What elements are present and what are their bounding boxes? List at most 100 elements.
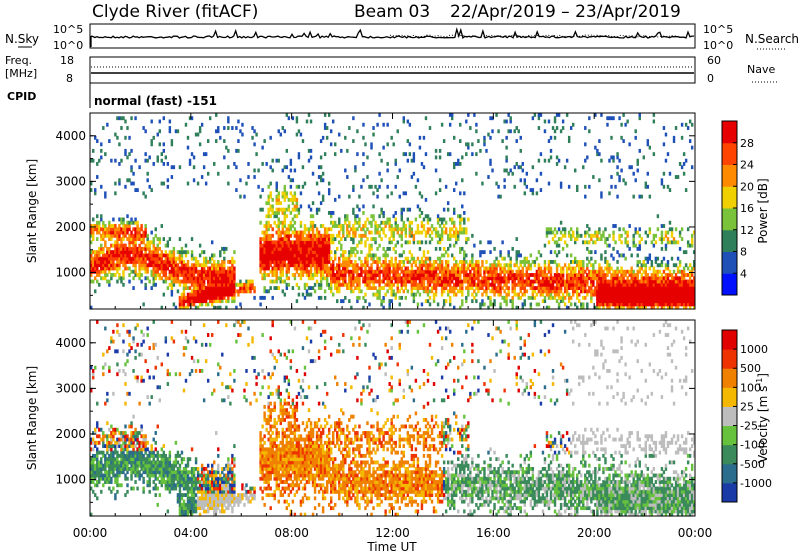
power-cell bbox=[364, 276, 367, 281]
power-cell bbox=[299, 204, 303, 209]
power-cell bbox=[418, 282, 422, 287]
power-cell bbox=[396, 224, 399, 228]
power-cell bbox=[327, 273, 331, 277]
power-cell bbox=[136, 253, 139, 258]
power-cell bbox=[620, 276, 623, 281]
power-cell bbox=[152, 273, 155, 277]
power-cell bbox=[459, 217, 462, 222]
power-cell bbox=[616, 165, 619, 170]
power-cell bbox=[408, 250, 412, 255]
power-cell bbox=[360, 263, 363, 268]
power-cell bbox=[678, 292, 682, 297]
power-cell bbox=[436, 230, 440, 235]
power-cell bbox=[553, 292, 557, 297]
power-cell bbox=[213, 292, 216, 297]
power-cell bbox=[148, 279, 151, 284]
power-cell bbox=[610, 155, 613, 160]
power-cell bbox=[297, 243, 301, 248]
power-cell bbox=[634, 129, 637, 134]
power-colorbar-label: 12 bbox=[740, 224, 754, 237]
power-cell bbox=[98, 269, 101, 274]
power-cell bbox=[644, 240, 647, 245]
power-cell bbox=[549, 279, 553, 284]
power-cell bbox=[402, 282, 405, 287]
power-cell bbox=[489, 295, 492, 300]
power-cell bbox=[604, 256, 607, 261]
power-cell bbox=[116, 263, 119, 268]
power-cell bbox=[471, 152, 474, 157]
power-cell bbox=[386, 162, 389, 166]
power-cell bbox=[96, 250, 99, 255]
power-cell bbox=[275, 253, 278, 258]
power-cell bbox=[227, 181, 230, 186]
power-cell bbox=[275, 250, 278, 255]
power-cell bbox=[332, 119, 335, 124]
power-cell bbox=[507, 279, 510, 284]
power-cell bbox=[678, 269, 682, 274]
power-cell bbox=[598, 276, 601, 281]
power-cell bbox=[400, 211, 403, 215]
power-cell bbox=[555, 289, 559, 294]
power-cell bbox=[459, 286, 462, 290]
power-cell bbox=[370, 253, 373, 258]
power-cell bbox=[338, 260, 341, 264]
power-cell bbox=[178, 305, 182, 310]
power-cell bbox=[576, 227, 579, 232]
power-cell bbox=[666, 263, 670, 268]
power-cell bbox=[543, 279, 547, 284]
power-cell bbox=[547, 260, 551, 264]
power-cell bbox=[303, 269, 307, 274]
power-cell bbox=[235, 305, 238, 310]
power-cell bbox=[654, 260, 658, 264]
power-cell bbox=[590, 295, 593, 300]
power-cell bbox=[662, 126, 666, 130]
power-cell bbox=[279, 273, 282, 277]
power-cell bbox=[251, 286, 254, 290]
power-cell bbox=[660, 181, 664, 186]
power-cell bbox=[656, 214, 660, 219]
power-cell bbox=[485, 260, 488, 264]
power-cell bbox=[400, 279, 403, 284]
power-cell bbox=[670, 230, 674, 235]
power-cell bbox=[350, 276, 353, 281]
power-cell bbox=[475, 152, 478, 157]
power-cell bbox=[638, 243, 641, 248]
power-cell bbox=[94, 266, 97, 271]
power-cell bbox=[461, 217, 464, 222]
power-cell bbox=[346, 230, 349, 235]
power-cell bbox=[249, 279, 252, 284]
power-cell bbox=[198, 276, 202, 281]
power-cell bbox=[654, 292, 658, 297]
power-cell bbox=[120, 220, 123, 225]
power-cell bbox=[424, 299, 428, 304]
power-cell bbox=[475, 129, 478, 134]
power-cell bbox=[217, 266, 220, 271]
velocity-cell bbox=[92, 453, 95, 458]
power-cell bbox=[584, 286, 587, 290]
power-cell bbox=[178, 256, 182, 261]
power-cell bbox=[118, 181, 121, 186]
power-cell bbox=[130, 233, 133, 238]
power-cell bbox=[521, 266, 524, 271]
power-cell bbox=[574, 273, 577, 277]
power-cell bbox=[136, 246, 139, 251]
power-cell bbox=[646, 233, 650, 238]
power-cell bbox=[283, 188, 287, 192]
power-cell bbox=[690, 243, 694, 248]
power-cell bbox=[263, 295, 266, 300]
power-cell bbox=[674, 279, 678, 284]
power-cell bbox=[628, 286, 631, 290]
power-cell bbox=[586, 305, 589, 310]
power-cell bbox=[196, 292, 200, 297]
power-cell bbox=[285, 233, 289, 238]
power-cell bbox=[106, 266, 109, 271]
power-cell bbox=[455, 273, 458, 277]
power-cell bbox=[459, 220, 462, 225]
power-cell bbox=[364, 224, 367, 228]
power-cell bbox=[614, 269, 617, 274]
power-cell bbox=[446, 269, 450, 274]
power-cell bbox=[279, 220, 282, 225]
power-cell bbox=[455, 292, 458, 297]
power-cell bbox=[281, 220, 284, 225]
power-cell bbox=[342, 279, 345, 284]
